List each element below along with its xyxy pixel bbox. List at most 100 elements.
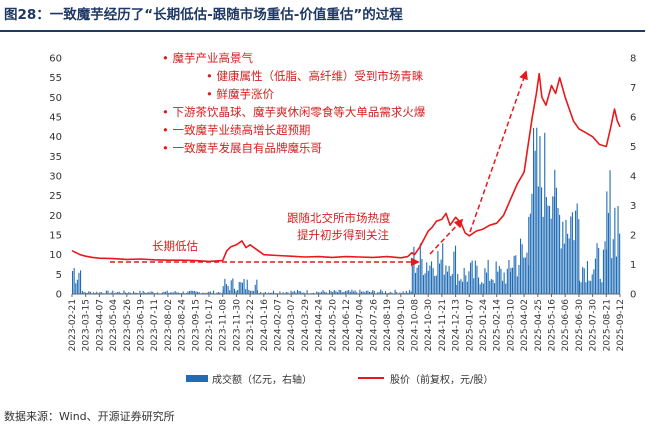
right-tick-label: 7 — [630, 83, 636, 94]
volume-bar — [78, 272, 80, 294]
volume-bar — [408, 290, 411, 294]
volume-bar — [457, 274, 459, 294]
volume-bar — [359, 289, 361, 294]
volume-bar — [287, 292, 289, 294]
volume-bar — [197, 291, 199, 294]
right-tick-label: 6 — [630, 113, 636, 124]
volume-bar — [445, 265, 447, 294]
volume-bar — [263, 292, 265, 294]
volume-bar — [505, 283, 507, 294]
volume-bar — [478, 277, 480, 294]
volume-bar — [246, 279, 248, 294]
following-arrow — [429, 218, 464, 255]
volume-bar — [241, 282, 243, 294]
right-tick-label: 0 — [630, 290, 636, 301]
x-tick-label: 2023-08-24 — [178, 299, 188, 352]
volume-bar — [319, 292, 321, 294]
volume-bar — [201, 292, 203, 294]
x-tick-label: 2025-06-30 — [575, 299, 585, 352]
volume-bar — [229, 290, 231, 294]
volume-bar — [193, 291, 195, 294]
x-tick-label: 2024-03-29 — [301, 299, 311, 352]
volume-bar — [168, 292, 170, 294]
volume-bar — [336, 292, 339, 294]
volume-bar — [470, 262, 472, 294]
volume-bar — [593, 269, 595, 294]
volume-bar — [203, 292, 205, 294]
volume-bar — [351, 289, 353, 294]
volume-bar — [195, 291, 197, 294]
annotation-5: • 一致魔芋业绩高增长超预期 — [162, 123, 310, 137]
volume-bar — [391, 292, 393, 294]
x-tick-label: 2024-07-04 — [356, 299, 366, 352]
annotations: • 魔芋产业高景气 • 健康属性（低脂、高纤维）受到市场青睐 • 鲜魔芋涨价 •… — [152, 51, 426, 253]
volume-bar — [333, 290, 335, 294]
right-tick-label: 5 — [630, 142, 636, 153]
volume-bar — [443, 274, 445, 294]
volume-bar — [125, 292, 127, 294]
volume-bar — [322, 290, 324, 294]
volume-bar — [602, 249, 604, 294]
volume-bar — [251, 290, 253, 294]
left-tick-label: 30 — [49, 172, 62, 183]
volume-bar — [591, 274, 593, 294]
volume-bar — [367, 290, 369, 294]
volume-bar — [152, 291, 154, 294]
volume-bar — [419, 243, 421, 294]
volume-bar — [542, 216, 544, 294]
volume-bar — [320, 291, 323, 294]
volume-bar — [515, 255, 517, 294]
volume-bar — [189, 291, 191, 294]
volume-bar — [271, 292, 273, 294]
x-tick-label: 2024-08-19 — [383, 299, 393, 352]
volume-bar — [521, 244, 523, 294]
x-tick-label: 2024-11-21 — [438, 299, 448, 351]
volume-bar — [360, 291, 363, 294]
volume-bar — [171, 292, 173, 294]
volume-bar — [466, 281, 468, 294]
x-tick-label: 2023-06-19 — [137, 299, 147, 352]
x-tick-label: 2025-08-21 — [602, 299, 612, 351]
volume-bar — [256, 279, 258, 294]
volume-bar — [578, 219, 580, 294]
volume-bar — [117, 292, 119, 294]
volume-bar — [599, 278, 601, 294]
volume-bar — [580, 282, 582, 294]
volume-bar — [303, 292, 305, 294]
annotation-3: • 鲜魔芋涨价 — [206, 87, 274, 101]
volume-bar — [166, 290, 168, 294]
volume-bar — [549, 205, 551, 294]
revaluation-arrow — [469, 70, 528, 233]
volume-bar — [413, 246, 415, 294]
volume-bar — [213, 290, 215, 294]
volume-bar — [586, 261, 588, 294]
x-tick-label: 2025-09-12 — [616, 299, 626, 351]
volume-bar — [559, 214, 561, 294]
x-tick-label: 2025-07-30 — [589, 299, 599, 352]
volume-bar — [362, 291, 364, 294]
volume-bar — [217, 292, 219, 294]
volume-bar — [555, 187, 557, 294]
volume-bar — [438, 263, 441, 294]
x-tick-label: 2025-04-25 — [534, 299, 544, 351]
annotation-4: • 下游茶饮晶球、魔芋爽休闲零食等大单品需求火爆 — [162, 105, 426, 119]
volume-bar — [552, 196, 554, 294]
volume-bar — [494, 283, 496, 294]
volume-bar — [249, 290, 251, 294]
volume-bar — [442, 243, 444, 294]
annotation-2: • 健康属性（低脂、高纤维）受到市场青睐 — [206, 69, 424, 83]
volume-bar — [254, 284, 256, 294]
left-tick-label: 15 — [49, 231, 62, 242]
volume-bar — [418, 265, 420, 294]
x-tick-label: 2023-05-04 — [109, 299, 119, 352]
volume-bar — [545, 197, 547, 294]
volume-bar — [282, 292, 284, 294]
x-tick-label: 2025-06-06 — [561, 299, 571, 352]
x-tick-label: 2023-04-07 — [95, 299, 105, 351]
volume-bar — [110, 292, 112, 294]
volume-bar — [492, 279, 494, 294]
volume-bar — [402, 291, 404, 294]
volume-bar — [80, 270, 82, 294]
volume-bar — [563, 243, 565, 294]
volume-bar — [225, 284, 227, 294]
